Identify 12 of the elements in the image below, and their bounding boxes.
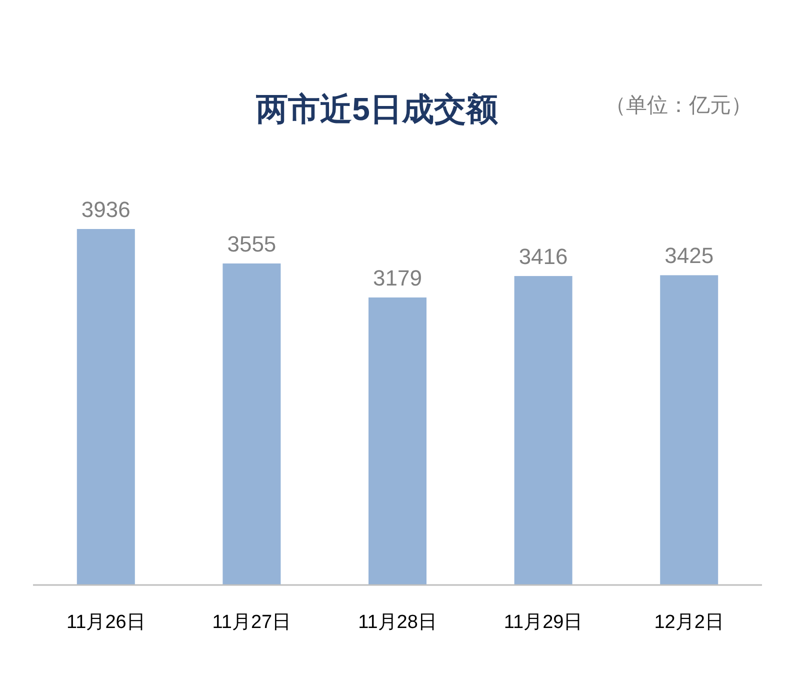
x-tick-label: 11月27日 [212,612,292,633]
title: 两市近5日成交额 [256,91,498,127]
data-label: 3936 [81,197,130,222]
data-label: 3179 [373,265,422,290]
data-label: 3555 [227,231,276,256]
annotation: （单位：亿元） [605,94,752,117]
x-tick-label: 11月28日 [358,612,437,633]
x-tick-label: 11月29日 [504,612,583,633]
x-tick-label: 11月26日 [66,612,146,633]
x-tick-label: 12月2日 [654,612,724,633]
data-label: 3425 [664,243,714,268]
data-label: 3416 [518,244,568,270]
